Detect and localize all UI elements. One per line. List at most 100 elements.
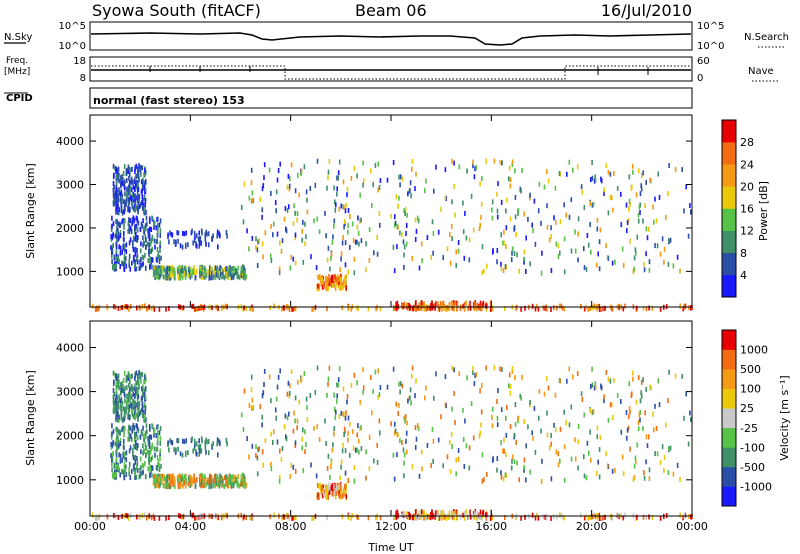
echo-point <box>138 204 141 210</box>
echo-point <box>166 271 169 277</box>
echo-point <box>654 403 656 409</box>
echo-point <box>181 473 184 479</box>
echo-point <box>125 242 128 248</box>
echo-point <box>504 515 506 520</box>
echo-point <box>556 514 558 520</box>
echo-point <box>350 382 353 388</box>
echo-point <box>142 235 144 241</box>
echo-point <box>645 515 648 521</box>
echo-point <box>511 458 513 464</box>
echo-point <box>297 172 299 178</box>
echo-point <box>644 410 646 416</box>
echo-point <box>434 514 436 520</box>
echo-point <box>469 514 472 520</box>
echo-point <box>679 303 681 309</box>
echo-point <box>336 191 338 197</box>
echo-point <box>589 221 591 227</box>
echo-point <box>177 230 180 236</box>
echo-point <box>318 229 321 235</box>
echo-point <box>215 480 218 486</box>
echo-point <box>133 192 135 198</box>
echo-point <box>183 272 185 278</box>
echo-point <box>326 489 329 495</box>
echo-point <box>395 401 398 407</box>
echo-point <box>116 171 119 177</box>
echo-point <box>359 192 361 198</box>
echo-point <box>121 418 124 424</box>
echo-point <box>315 265 318 271</box>
echo-point <box>132 206 135 212</box>
echo-point <box>591 202 594 208</box>
echo-point <box>327 381 329 387</box>
echo-point <box>128 466 130 472</box>
echo-point <box>479 515 481 520</box>
echo-point <box>325 286 328 292</box>
echo-point <box>483 477 485 483</box>
echo-point <box>286 207 289 213</box>
echo-point <box>123 247 126 253</box>
echo-point <box>120 402 123 408</box>
echo-point <box>194 483 197 489</box>
echo-point <box>205 273 208 279</box>
echo-point <box>117 166 120 172</box>
echo-point <box>115 394 118 399</box>
colorbar-segment <box>722 208 736 231</box>
echo-point <box>392 452 395 458</box>
echo-point <box>118 404 120 410</box>
colorbar-segment <box>722 164 736 187</box>
echo-point <box>129 379 131 385</box>
echo-point <box>559 219 562 225</box>
echo-point <box>312 515 315 521</box>
echo-point <box>638 412 641 417</box>
echo-point <box>227 480 230 486</box>
echo-point <box>656 243 659 249</box>
colorbar-tick-label: -100 <box>740 441 765 454</box>
echo-point <box>225 480 228 486</box>
echo-point <box>192 303 195 309</box>
echo-point <box>184 275 187 281</box>
echo-point <box>268 167 271 173</box>
echo-point <box>129 237 132 243</box>
echo-point <box>581 396 584 402</box>
echo-point <box>511 250 513 256</box>
echo-point <box>570 248 573 254</box>
echo-point <box>452 302 455 308</box>
echo-point <box>134 415 137 421</box>
echo-point <box>426 442 429 448</box>
echo-point <box>136 425 139 431</box>
echo-point <box>635 192 638 198</box>
echo-point <box>310 254 312 260</box>
echo-point <box>290 462 293 468</box>
echo-point <box>127 396 130 402</box>
echo-point <box>119 233 122 239</box>
echo-point <box>478 226 481 232</box>
echo-point <box>116 175 119 181</box>
echo-point <box>516 252 518 258</box>
echo-point <box>450 431 453 437</box>
echo-point <box>214 269 217 275</box>
echo-point <box>591 175 594 181</box>
echo-point <box>138 163 140 169</box>
echo-point <box>135 431 138 437</box>
echo-point <box>137 206 139 211</box>
echo-point <box>379 385 382 390</box>
echo-point <box>453 390 455 396</box>
echo-point <box>474 166 476 172</box>
echo-point <box>151 455 153 461</box>
echo-point <box>143 512 146 518</box>
echo-point <box>181 244 184 250</box>
echo-point <box>158 467 161 473</box>
echo-point <box>334 406 336 412</box>
echo-point <box>421 258 423 264</box>
echo-point <box>294 306 297 311</box>
echo-point <box>136 226 139 232</box>
echo-point <box>133 400 135 406</box>
echo-point <box>393 430 396 436</box>
echo-point <box>394 214 396 220</box>
echo-point <box>147 228 149 234</box>
echo-point <box>288 183 291 189</box>
echo-point <box>437 301 439 307</box>
echo-point <box>153 446 156 452</box>
echo-point <box>250 405 253 411</box>
echo-point <box>123 432 125 438</box>
